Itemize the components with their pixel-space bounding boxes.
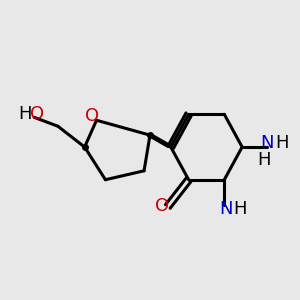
Text: H: H [233, 200, 247, 218]
Text: H: H [258, 152, 271, 169]
Text: O: O [155, 197, 169, 215]
Text: N: N [219, 200, 232, 218]
Text: H: H [18, 105, 32, 123]
Text: H: H [275, 134, 288, 152]
Text: N: N [261, 134, 274, 152]
Text: O: O [85, 107, 99, 125]
Text: O: O [30, 105, 44, 123]
